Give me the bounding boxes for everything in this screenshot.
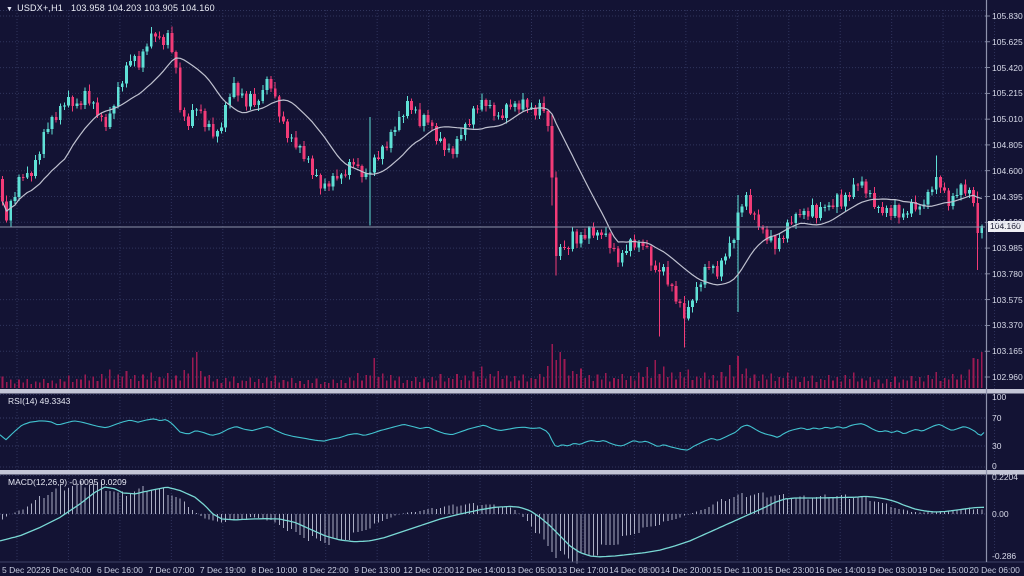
price-axis[interactable] — [988, 0, 1024, 562]
macd-panel[interactable] — [0, 475, 985, 561]
time-axis[interactable] — [0, 563, 1024, 576]
main-price-panel[interactable] — [0, 10, 985, 388]
rsi-panel[interactable] — [0, 394, 985, 469]
